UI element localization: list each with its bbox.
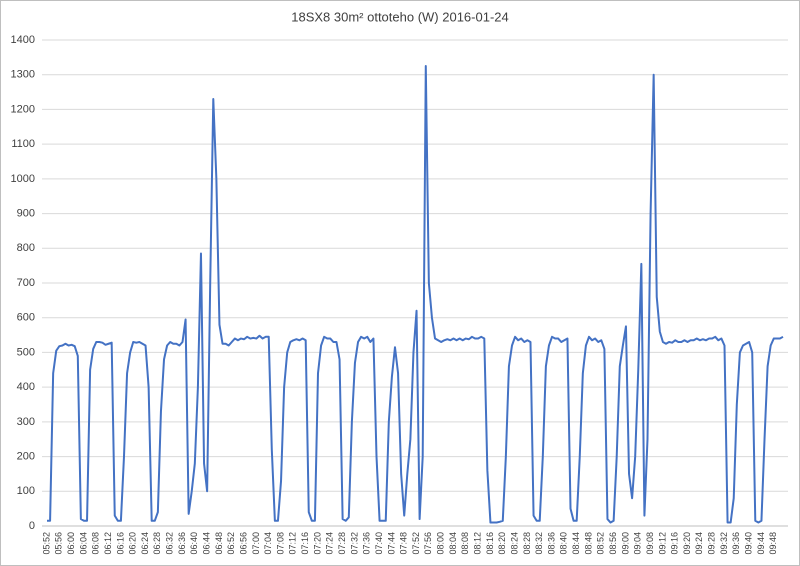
x-tick-label: 06:08: [91, 532, 101, 555]
chart-title: 18SX8 30m² ottoteho (W) 2016-01-24: [291, 9, 509, 24]
y-tick-label: 900: [17, 207, 35, 219]
x-tick-label: 09:16: [670, 532, 680, 555]
x-tick-label: 07:24: [325, 532, 335, 555]
x-tick-label: 08:44: [571, 532, 581, 555]
x-tick-label: 08:48: [583, 532, 593, 555]
x-tick-label: 06:52: [226, 532, 236, 555]
y-tick-label: 800: [17, 242, 35, 254]
x-tick-label: 09:00: [620, 532, 630, 555]
x-tick-label: 08:36: [546, 532, 556, 555]
y-tick-label: 500: [17, 346, 35, 358]
x-tick-label: 08:24: [509, 532, 519, 555]
x-tick-label: 05:52: [41, 532, 51, 555]
x-tick-label: 07:04: [263, 532, 273, 555]
x-tick-label: 08:56: [608, 532, 618, 555]
y-tick-label: 600: [17, 312, 35, 324]
x-tick-label: 08:16: [485, 532, 495, 555]
y-tick-label: 1000: [11, 173, 35, 185]
x-tick-label: 06:36: [177, 532, 187, 555]
y-tick-label: 700: [17, 277, 35, 289]
x-tick-label: 06:16: [115, 532, 125, 555]
x-tick-label: 08:20: [497, 532, 507, 555]
x-tick-label: 08:32: [534, 532, 544, 555]
x-tick-label: 09:36: [731, 532, 741, 555]
x-tick-label: 06:40: [189, 532, 199, 555]
y-tick-label: 1400: [11, 34, 35, 46]
x-tick-label: 06:32: [165, 532, 175, 555]
y-tick-label: 200: [17, 450, 35, 462]
x-tick-label: 05:56: [54, 532, 64, 555]
x-tick-label: 09:04: [633, 532, 643, 555]
x-tick-label: 07:00: [251, 532, 261, 555]
x-tick-label: 06:00: [66, 532, 76, 555]
x-tick-label: 09:12: [657, 532, 667, 555]
x-tick-label: 08:04: [448, 532, 458, 555]
x-tick-label: 09:20: [682, 532, 692, 555]
x-tick-label: 08:40: [559, 532, 569, 555]
y-tick-label: 1300: [11, 69, 35, 81]
x-tick-label: 07:16: [300, 532, 310, 555]
x-tick-label: 06:20: [128, 532, 138, 555]
x-tick-label: 06:12: [103, 532, 113, 555]
x-tick-label: 06:48: [214, 532, 224, 555]
y-tick-label: 400: [17, 381, 35, 393]
x-tick-label: 07:12: [288, 532, 298, 555]
x-tick-label: 09:24: [694, 532, 704, 555]
x-tick-label: 07:28: [337, 532, 347, 555]
data-line: [47, 65, 784, 524]
x-tick-label: 08:00: [436, 532, 446, 555]
x-tick-label: 09:44: [756, 532, 766, 555]
x-tick-label: 09:08: [645, 532, 655, 555]
x-tick-label: 06:44: [202, 532, 212, 555]
x-tick-label: 07:56: [423, 532, 433, 555]
x-tick-label: 07:40: [374, 532, 384, 555]
x-tick-label: 07:20: [312, 532, 322, 555]
x-tick-label: 08:28: [522, 532, 532, 555]
y-tick-label: 100: [17, 485, 35, 497]
x-tick-label: 06:56: [238, 532, 248, 555]
x-tick-label: 08:12: [473, 532, 483, 555]
x-tick-label: 09:32: [719, 532, 729, 555]
y-tick-label: 0: [29, 520, 35, 532]
x-tick-label: 09:40: [744, 532, 754, 555]
x-tick-label: 06:28: [152, 532, 162, 555]
y-tick-label: 300: [17, 416, 35, 428]
x-tick-label: 07:44: [386, 532, 396, 555]
x-tick-label: 08:08: [460, 532, 470, 555]
y-tick-label: 1100: [11, 138, 35, 150]
x-tick-label: 07:48: [399, 532, 409, 555]
x-tick-label: 06:24: [140, 532, 150, 555]
x-tick-label: 07:36: [362, 532, 372, 555]
x-tick-label: 07:08: [275, 532, 285, 555]
x-tick-label: 08:52: [596, 532, 606, 555]
y-tick-label: 1200: [11, 103, 35, 115]
x-tick-label: 09:48: [768, 532, 778, 555]
x-tick-label: 06:04: [78, 532, 88, 555]
x-tick-label: 07:52: [411, 532, 421, 555]
x-tick-label: 09:28: [707, 532, 717, 555]
x-tick-label: 07:32: [349, 532, 359, 555]
